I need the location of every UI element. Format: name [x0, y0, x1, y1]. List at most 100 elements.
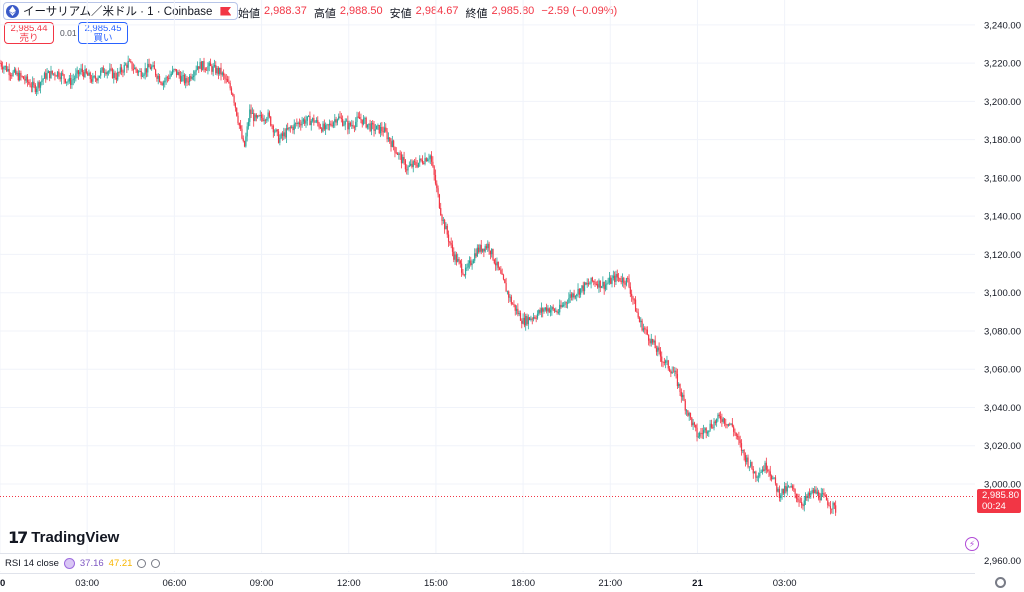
- candle-body: [53, 73, 55, 75]
- candle-body: [501, 273, 503, 275]
- candle-body: [119, 67, 121, 73]
- candle-body: [662, 361, 664, 363]
- candle-body: [529, 317, 531, 320]
- candle-body: [54, 73, 56, 76]
- candle-body: [62, 73, 64, 75]
- candle-body: [804, 496, 807, 501]
- rsi-pane[interactable]: [0, 553, 975, 571]
- tradingview-logo[interactable]: 17 TradingView: [8, 528, 119, 547]
- candle-body: [701, 433, 703, 435]
- candle-body: [156, 75, 158, 79]
- candle-body: [246, 126, 248, 137]
- visibility-icon[interactable]: [137, 559, 147, 568]
- candle-body: [335, 119, 337, 123]
- candle-body: [306, 116, 308, 121]
- candle-body: [689, 413, 692, 418]
- candle-body: [55, 75, 57, 77]
- candle-body: [47, 71, 49, 73]
- candle-body: [815, 489, 817, 494]
- candle-body: [191, 76, 193, 79]
- candle-body: [75, 73, 77, 79]
- candle-body: [459, 260, 461, 264]
- time-tick-label: 18:00: [511, 578, 535, 589]
- candle-body: [195, 69, 197, 72]
- candle-body: [376, 125, 378, 130]
- candle-body: [404, 160, 407, 170]
- candle-body: [481, 248, 484, 252]
- candle-body: [29, 83, 31, 87]
- candle-body: [134, 67, 136, 70]
- candle-body: [600, 286, 603, 288]
- candle-body: [68, 78, 70, 82]
- lightning-icon[interactable]: ⚡: [965, 537, 979, 551]
- candle-body: [530, 318, 532, 320]
- candle-body: [696, 427, 698, 438]
- candle-body: [515, 308, 518, 311]
- candle-body: [182, 74, 184, 77]
- candle-body: [441, 215, 443, 221]
- candle-body: [228, 81, 230, 84]
- flag-icon[interactable]: [220, 6, 232, 16]
- candle-body: [370, 123, 373, 131]
- candle-body: [415, 162, 417, 166]
- settings-small-icon[interactable]: [151, 559, 161, 568]
- candle-body: [566, 302, 569, 304]
- time-tick-label: 21:00: [598, 578, 622, 589]
- candle-body: [821, 493, 824, 494]
- indicator-icon[interactable]: [63, 558, 75, 569]
- buy-button[interactable]: 2,985.45 買い: [78, 22, 128, 44]
- candle-body: [570, 294, 573, 298]
- candle-body: [538, 310, 540, 314]
- candle-body: [581, 285, 583, 289]
- candle-body: [178, 72, 180, 76]
- candle-body: [454, 254, 456, 260]
- time-axis-strip[interactable]: [0, 573, 975, 592]
- candle-body: [168, 78, 170, 79]
- candle-body: [678, 383, 680, 387]
- candle-body: [410, 163, 412, 166]
- candle-body: [466, 267, 468, 269]
- gear-icon[interactable]: [995, 577, 1006, 588]
- candle-body: [433, 166, 435, 175]
- candle-body: [704, 428, 706, 431]
- candle-body: [770, 475, 773, 480]
- candle-body: [336, 119, 338, 123]
- candle-body: [808, 492, 811, 496]
- candle-body: [373, 124, 375, 131]
- candle-body: [297, 122, 299, 125]
- candle-body: [395, 152, 397, 154]
- candle-body: [325, 125, 327, 130]
- candle-body: [361, 119, 363, 125]
- candle-body: [574, 295, 577, 298]
- candle-body: [438, 194, 441, 208]
- candle-body: [446, 225, 448, 235]
- candle-body: [360, 118, 362, 120]
- candle-body: [254, 114, 256, 122]
- candle-body: [774, 477, 777, 484]
- candle-body: [343, 124, 345, 126]
- candle-body: [437, 188, 439, 195]
- candle-body: [274, 131, 276, 133]
- price-tick-label: 3,060.00: [984, 365, 1021, 376]
- candle-body: [458, 258, 460, 261]
- sell-button[interactable]: 2,985.44 売り: [4, 22, 54, 44]
- candle-body: [492, 248, 494, 260]
- candle-body: [831, 508, 833, 510]
- candle-body: [576, 294, 578, 296]
- candle-body: [200, 61, 202, 71]
- candle-body: [668, 368, 671, 371]
- candle-body: [37, 82, 39, 89]
- symbol-selector[interactable]: イーサリアム／米ドル · 1 · Coinbase: [3, 2, 239, 20]
- candle-body: [73, 78, 76, 80]
- candle-body: [432, 161, 434, 167]
- candle-body: [513, 304, 515, 306]
- candle-body: [807, 492, 809, 499]
- candle-body: [655, 348, 658, 352]
- candle-body: [653, 340, 655, 343]
- candle-body: [502, 274, 505, 280]
- candle-body: [633, 299, 635, 301]
- candle-body: [166, 77, 168, 79]
- candle-body: [327, 124, 329, 126]
- candle-body: [429, 155, 431, 159]
